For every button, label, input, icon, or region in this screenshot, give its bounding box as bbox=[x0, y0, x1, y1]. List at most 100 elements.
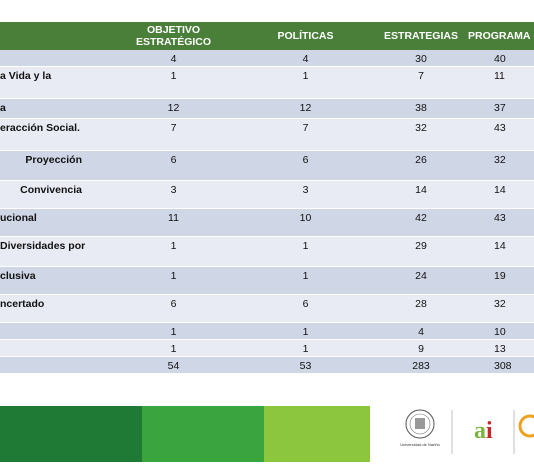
udenar-seal-icon: Universidad de Nariño bbox=[400, 409, 441, 447]
cell-estrategias: 24 bbox=[376, 266, 466, 295]
cell-estrategias: 32 bbox=[376, 118, 466, 151]
cell-name-text: Proyección bbox=[25, 154, 82, 166]
table-row: Diversidades por 1 1 29 14 bbox=[0, 236, 534, 267]
cell-programas: 308 bbox=[466, 356, 534, 374]
header-estrategias: ESTRATEGIAS bbox=[376, 22, 466, 50]
cell-estrategias-text: 32 bbox=[415, 122, 427, 134]
cell-estrategias: 38 bbox=[376, 98, 466, 119]
cell-objetivo: 6 bbox=[112, 294, 235, 323]
cell-estrategias: 26 bbox=[376, 150, 466, 181]
cell-politicas-text: 6 bbox=[302, 298, 309, 310]
cell-estrategias-text: 14 bbox=[415, 184, 427, 196]
cell-estrategias-text: 38 bbox=[415, 102, 427, 114]
cell-programas-text: 10 bbox=[494, 326, 506, 338]
cell-politicas: 12 bbox=[235, 98, 376, 119]
cell-politicas: 53 bbox=[235, 356, 376, 374]
cell-objetivo: 1 bbox=[112, 339, 235, 357]
cell-programas-text: 14 bbox=[494, 184, 506, 196]
cell-name: Diversidades por bbox=[0, 236, 112, 267]
table-row: Convivencia 3 3 14 14 bbox=[0, 180, 534, 209]
cell-name-text: eracción Social. bbox=[0, 122, 80, 134]
cell-name-text: a Vida y la bbox=[0, 70, 52, 82]
cell-politicas-text: 3 bbox=[302, 184, 309, 196]
cell-objetivo: 1 bbox=[112, 266, 235, 295]
cell-objetivo: 1 bbox=[112, 66, 235, 99]
cell-programas-text: 40 bbox=[494, 53, 506, 65]
cell-objetivo-text: 6 bbox=[170, 298, 177, 310]
table-row: Proyección 6 6 26 32 bbox=[0, 150, 534, 181]
cell-politicas: 1 bbox=[235, 236, 376, 267]
cell-estrategias: 30 bbox=[376, 50, 466, 67]
cell-estrategias-text: 4 bbox=[418, 326, 424, 338]
footer-logos: Universidad de Nariño a i bbox=[390, 404, 534, 462]
cell-politicas: 7 bbox=[235, 118, 376, 151]
cell-name: Proyección bbox=[0, 150, 112, 181]
cell-programas: 19 bbox=[466, 266, 534, 295]
cell-name bbox=[0, 356, 112, 374]
cell-politicas-text: 4 bbox=[302, 53, 309, 65]
cell-objetivo-text: 12 bbox=[167, 102, 180, 114]
table-row: clusiva 1 1 24 19 bbox=[0, 266, 534, 295]
cell-name-text: ncertado bbox=[0, 298, 45, 310]
cell-politicas-text: 7 bbox=[302, 122, 309, 134]
cell-programas: 43 bbox=[466, 118, 534, 151]
cell-politicas-text: 12 bbox=[299, 102, 312, 114]
cell-programas: 40 bbox=[466, 50, 534, 67]
cell-programas-text: 308 bbox=[494, 360, 512, 372]
cell-name: ncertado bbox=[0, 294, 112, 323]
cell-objetivo-text: 54 bbox=[167, 360, 180, 372]
cell-politicas: 6 bbox=[235, 150, 376, 181]
cell-estrategias: 28 bbox=[376, 294, 466, 323]
cell-politicas-text: 6 bbox=[302, 154, 309, 166]
cell-programas: 10 bbox=[466, 322, 534, 340]
cell-estrategias: 9 bbox=[376, 339, 466, 357]
cell-programas-text: 43 bbox=[494, 122, 506, 134]
cell-politicas: 10 bbox=[235, 208, 376, 237]
cell-objetivo: 11 bbox=[112, 208, 235, 237]
cell-name-text: ucional bbox=[0, 212, 37, 224]
cell-name: a Vida y la bbox=[0, 66, 112, 99]
table-header-row: OBJETIVO ESTRATÉGICO POLÍTICAS ESTRATEGI… bbox=[0, 22, 534, 50]
cell-programas-text: 32 bbox=[494, 154, 506, 166]
table-row: 1 1 4 10 bbox=[0, 322, 534, 340]
cell-estrategias-text: 7 bbox=[418, 70, 424, 82]
cell-programas: 14 bbox=[466, 180, 534, 209]
cell-objetivo-text: 1 bbox=[170, 240, 177, 252]
cell-objetivo: 1 bbox=[112, 322, 235, 340]
table-row: eracción Social. 7 7 32 43 bbox=[0, 118, 534, 151]
ai-logo-icon: a i bbox=[474, 418, 493, 444]
cell-name bbox=[0, 50, 112, 67]
cell-name-text bbox=[0, 340, 112, 343]
cell-politicas: 1 bbox=[235, 322, 376, 340]
cell-estrategias-text: 24 bbox=[415, 270, 427, 282]
ai-logo-text: a bbox=[474, 418, 486, 444]
cell-estrategias-text: 26 bbox=[415, 154, 427, 166]
cell-objetivo: 1 bbox=[112, 236, 235, 267]
cell-objetivo: 6 bbox=[112, 150, 235, 181]
cell-name: Convivencia bbox=[0, 180, 112, 209]
udenar-logo-text: Universidad de Nariño bbox=[400, 442, 440, 447]
cell-name bbox=[0, 322, 112, 340]
header-objetivo: OBJETIVO ESTRATÉGICO bbox=[112, 22, 235, 50]
cell-name-text: Convivencia bbox=[20, 184, 82, 196]
cell-objetivo-text: 4 bbox=[170, 53, 177, 65]
strategic-plan-table: OBJETIVO ESTRATÉGICO POLÍTICAS ESTRATEGI… bbox=[0, 22, 534, 374]
cell-programas: 37 bbox=[466, 98, 534, 119]
cell-estrategias-text: 9 bbox=[418, 343, 424, 355]
cell-name: a bbox=[0, 98, 112, 119]
cell-programas: 11 bbox=[466, 66, 534, 99]
table-row: ncertado 6 6 28 32 bbox=[0, 294, 534, 323]
cell-programas-text: 11 bbox=[494, 70, 505, 82]
cell-objetivo: 7 bbox=[112, 118, 235, 151]
cell-objetivo: 3 bbox=[112, 180, 235, 209]
cell-politicas: 1 bbox=[235, 339, 376, 357]
cell-objetivo-text: 3 bbox=[170, 184, 177, 196]
cell-name-text bbox=[0, 323, 112, 326]
cell-objetivo-text: 1 bbox=[170, 270, 177, 282]
cell-estrategias: 14 bbox=[376, 180, 466, 209]
cell-objetivo-text: 6 bbox=[170, 154, 177, 166]
cell-programas-text: 14 bbox=[494, 240, 506, 252]
cell-objetivo-text: 1 bbox=[170, 343, 177, 355]
cell-estrategias: 7 bbox=[376, 66, 466, 99]
cell-estrategias: 29 bbox=[376, 236, 466, 267]
